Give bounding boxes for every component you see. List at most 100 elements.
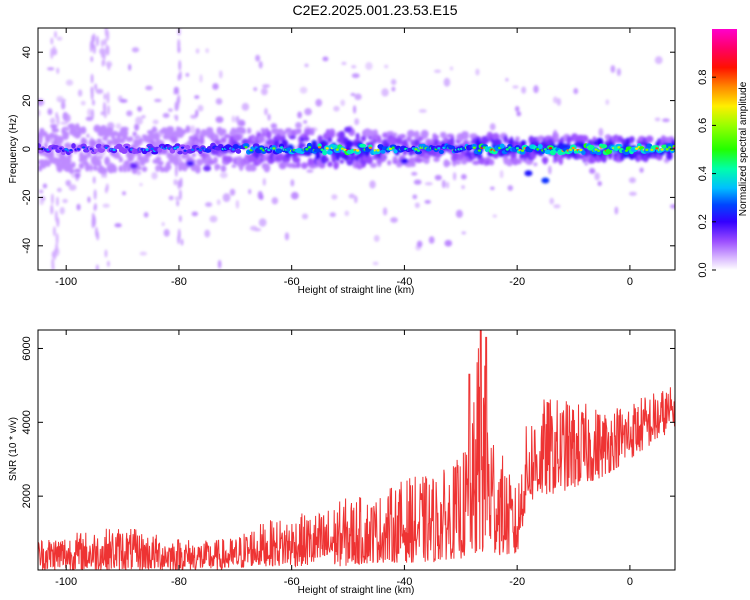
heatmap-halo-blob <box>317 135 323 144</box>
heatmap-halo-blob <box>64 142 72 149</box>
heatmap-speckle <box>235 115 240 124</box>
heatmap-halo-blob <box>191 152 197 158</box>
heatmap-core-peak <box>231 148 235 151</box>
heatmap-speckle <box>533 162 538 167</box>
heatmap-streak <box>180 238 184 246</box>
heatmap-halo-blob <box>369 162 377 168</box>
heatmap-halo-blob <box>554 132 559 142</box>
heatmap-speckle <box>173 86 180 93</box>
heatmap-speckle <box>449 66 454 71</box>
spectrogram-heatmap <box>38 28 675 270</box>
heatmap-halo-blob <box>223 134 231 139</box>
heatmap-streak <box>177 73 181 81</box>
heatmap-speckle <box>351 65 357 69</box>
heatmap-streak <box>90 86 94 94</box>
heatmap-speckle <box>598 127 604 137</box>
heatmap-speckle <box>56 187 62 193</box>
heatmap-speckle <box>199 74 203 83</box>
heatmap-speckle <box>424 199 431 204</box>
heatmap-halo-blob <box>141 166 148 172</box>
heatmap-halo-blob <box>277 153 284 159</box>
heatmap-core-blob <box>389 144 397 149</box>
heatmap-streak <box>178 60 182 71</box>
heatmap-speckle <box>56 95 64 103</box>
heatmap-halo-blob <box>176 131 184 138</box>
heatmap-core-peak <box>668 146 672 149</box>
heatmap-speckle <box>350 92 356 97</box>
heatmap-core-blob <box>242 143 250 149</box>
colorbar-gradient <box>712 29 737 270</box>
heatmap-halo-blob <box>311 139 318 149</box>
heatmap-halo-blob <box>185 125 191 134</box>
heatmap-core-peak <box>356 149 360 152</box>
heatmap-speckle <box>614 206 619 215</box>
heatmap-core-blob <box>157 147 163 153</box>
heatmap-core-blob <box>415 150 422 155</box>
heatmap-halo-blob <box>366 155 373 165</box>
colorbar-tick-label: 0.8 <box>697 70 709 85</box>
heatmap-speckle <box>505 78 509 82</box>
heatmap-halo-blob <box>99 167 107 174</box>
heatmap-speckle <box>443 77 451 87</box>
heatmap-halo-blob <box>520 140 527 146</box>
heatmap-speckle <box>340 99 346 107</box>
heatmap-speckle <box>521 86 527 94</box>
heatmap-halo-blob <box>120 126 129 132</box>
heatmap-halo-blob <box>355 132 360 140</box>
heatmap-speckle <box>434 69 442 73</box>
heatmap-speckle <box>391 86 396 92</box>
heatmap-halo-blob <box>395 137 403 146</box>
snr-x-tick-label: -20 <box>509 576 525 588</box>
heatmap-speckle <box>297 111 303 119</box>
heatmap-speckle <box>64 113 71 123</box>
heatmap-speckle <box>151 172 158 180</box>
heatmap-streak <box>103 110 107 119</box>
heatmap-halo-blob <box>433 156 440 162</box>
heatmap-streak <box>92 176 96 184</box>
heatmap-halo-blob <box>363 128 372 138</box>
heatmap-halo-blob <box>387 160 392 166</box>
snr-panel: -100 -80 -60 -40 -20 0 2000 4000 6000 Height of … <box>8 329 676 596</box>
heatmap-speckle <box>441 179 446 189</box>
heatmap-speckle <box>235 199 240 209</box>
heatmap-halo-blob <box>266 131 272 138</box>
heatmap-speckle <box>139 182 143 187</box>
heatmap-speckle <box>365 62 373 71</box>
heatmap-core-blob <box>174 143 181 148</box>
heatmap-speckle <box>197 104 204 112</box>
heatmap-streak <box>91 40 95 49</box>
heatmap-halo-blob <box>134 123 140 131</box>
heatmap-halo-blob <box>69 168 75 174</box>
heatmap-halo-blob <box>71 161 76 168</box>
heatmap-speckle <box>295 122 302 129</box>
heatmap-speckle <box>414 202 420 209</box>
heatmap-core-peak <box>305 148 309 151</box>
heatmap-speckle <box>122 191 127 196</box>
heatmap-halo-blob <box>79 151 84 160</box>
heatmap-speckle <box>455 209 463 218</box>
heatmap-core-blob <box>438 149 444 154</box>
heatmap-speckle <box>460 174 467 180</box>
heatmap-halo-blob <box>346 140 354 148</box>
heatmap-speckle <box>348 193 355 199</box>
heatmap-speckle <box>114 223 122 228</box>
heatmap-speckle <box>218 70 223 79</box>
heatmap-speckle <box>258 218 267 227</box>
heatmap-streak <box>55 242 59 254</box>
colorbar: 0.0 0.2 0.4 0.6 0.8 Normalized spectral ampl… <box>697 29 749 278</box>
heatmap-core-blob <box>93 148 100 153</box>
heatmap-core-peak <box>279 146 284 149</box>
heatmap-speckle <box>492 214 497 218</box>
heatmap-halo-blob <box>484 159 492 165</box>
heatmap-streak <box>55 232 59 245</box>
heatmap-core-peak <box>515 147 520 150</box>
heatmap-speckle <box>255 54 261 62</box>
heatmap-speckle <box>290 191 299 200</box>
heatmap-core-blob <box>499 143 505 149</box>
heatmap-band-core <box>38 142 675 156</box>
heatmap-speckle <box>253 87 258 92</box>
heatmap-core-blob <box>177 150 183 155</box>
heatmap-halo-blob <box>434 135 439 140</box>
snr-x-tick-label: -100 <box>55 576 77 588</box>
heatmap-core-peak <box>145 148 149 151</box>
